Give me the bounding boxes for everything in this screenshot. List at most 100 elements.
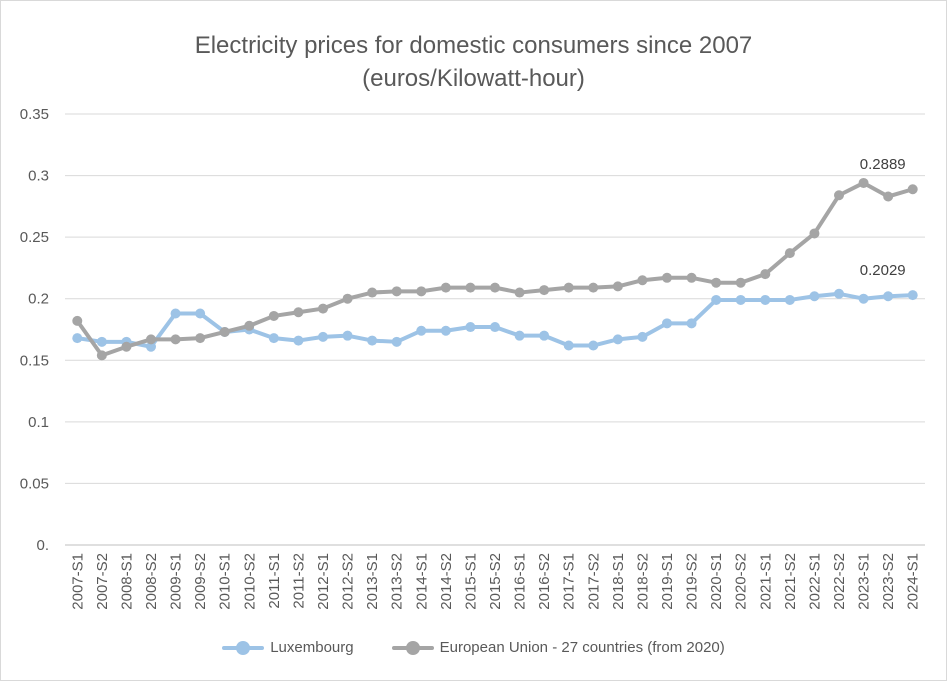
legend-item-eu27[interactable]: European Union - 27 countries (from 2020… [391,639,725,656]
data-point [490,322,500,333]
data-point [834,190,844,201]
chart-title-block: Electricity prices for domestic consumer… [1,29,946,95]
data-point [490,282,500,293]
data-point [342,293,353,304]
data-point [539,330,550,341]
data-point [293,307,304,318]
x-tick-label: 2021-S2 [782,553,799,610]
series-eu27 [72,177,918,361]
data-point [146,341,156,352]
data-point [563,340,574,351]
data-point [735,277,746,288]
legend-swatch-luxembourg [222,640,265,655]
data-point [170,334,181,345]
data-point [883,191,894,202]
x-tick-label: 2022-S2 [831,553,848,610]
data-point [367,287,378,298]
x-axis-tick-labels: 2007-S1 2007-S2 2008-S1 2008-S2 2009-S1 2009-… [69,553,921,610]
data-point [907,290,918,301]
data-point [72,315,83,326]
x-tick-label: 2010-S1 [217,553,234,610]
data-point [514,287,525,298]
data-point [146,334,156,345]
data-point [318,331,328,342]
x-tick-label: 2019-S2 [684,553,701,610]
data-point [72,333,83,344]
data-point [686,318,697,329]
data-point [809,291,820,302]
data-point [268,310,279,321]
x-tick-label: 2015-S1 [462,553,479,610]
data-point [760,269,771,280]
x-tick-label: 2017-S1 [561,553,578,610]
x-tick-label: 2022-S1 [806,553,823,610]
x-tick-label: 2015-S2 [487,553,504,610]
x-tick-label: 2012-S2 [340,553,357,610]
x-tick-label: 2023-S2 [880,553,897,610]
chart-title: Electricity prices for domestic consumer… [194,32,753,59]
y-tick-label: 0.2 [28,291,49,308]
x-tick-label: 2021-S1 [757,553,774,610]
data-point [440,325,451,336]
data-point [735,294,746,305]
data-point [170,308,181,319]
data-labels: 0.2029 0.2889 [860,156,906,279]
data-point [440,282,451,293]
legend-label-luxembourg: Luxembourg [270,639,354,656]
legend-item-luxembourg[interactable]: Luxembourg [222,639,354,656]
data-point [858,177,869,188]
x-tick-label: 2012-S1 [315,553,332,610]
x-tick-label: 2011-S1 [266,553,283,609]
data-point [342,330,353,341]
data-point [391,336,402,347]
data-point [612,334,623,345]
data-point [588,340,599,351]
data-point [268,333,279,344]
data-point [416,286,427,297]
x-tick-label: 2009-S1 [168,553,185,610]
y-tick-label: 0. [36,537,49,554]
y-tick-label: 0.3 [28,168,49,185]
data-point [514,330,525,341]
data-point [219,326,230,337]
data-point [293,335,304,346]
data-point [465,282,476,293]
data-point [834,288,844,299]
x-tick-label: 2020-S2 [733,553,750,610]
end-data-label: 0.2029 [860,262,906,279]
x-tick-label: 2013-S2 [389,553,406,610]
series-luxembourg [72,288,918,352]
x-tick-label: 2018-S1 [610,553,627,610]
data-point [711,294,722,305]
x-tick-label: 2020-S1 [708,553,725,610]
x-tick-label: 2014-S2 [438,553,455,610]
data-point [367,335,378,346]
x-tick-label: 2008-S2 [143,553,160,610]
legend-label-eu27: European Union - 27 countries (from 2020… [439,639,725,656]
legend: Luxembourg European Union - 27 countries… [1,639,946,656]
gridlines [65,113,925,546]
x-tick-label: 2013-S1 [364,553,381,610]
x-tick-label: 2023-S1 [856,553,873,610]
x-tick-label: 2007-S2 [94,553,111,610]
y-tick-label: 0.35 [20,106,49,123]
x-tick-label: 2009-S2 [192,553,209,610]
data-point [612,281,623,292]
data-point [465,322,476,333]
x-tick-label: 2024-S1 [905,553,922,610]
data-point [96,336,107,347]
y-axis-tick-labels: 0. 0.05 0.1 0.15 0.2 0.25 0.3 0.35 [20,106,49,554]
data-point [662,318,672,329]
data-point [318,303,328,314]
data-point [96,350,107,361]
data-point [809,228,820,239]
data-point [760,294,771,305]
y-tick-label: 0.05 [20,475,49,492]
data-point [662,272,672,283]
data-point [244,320,255,331]
data-point [391,286,402,297]
data-point [539,285,550,296]
data-point [907,184,918,195]
x-tick-label: 2017-S2 [585,553,602,610]
